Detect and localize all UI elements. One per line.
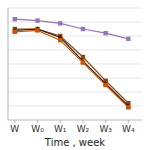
x-tick: [14, 120, 15, 123]
plot-area: [12, 17, 131, 110]
grid-line: [8, 78, 142, 79]
x-axis-line: [8, 120, 142, 121]
grid-line: [8, 92, 142, 93]
x-tick: [60, 120, 61, 123]
x-tick: [37, 120, 38, 123]
series-marker: [81, 27, 85, 31]
chart: W W₀ W₁ W₂ W₃ W₄ Time , week: [0, 0, 150, 150]
series-marker: [103, 31, 107, 35]
series-marker: [58, 38, 62, 42]
x-tick: [128, 120, 129, 123]
grid-line: [8, 22, 142, 23]
series-line: [15, 29, 129, 103]
y-axis-line: [8, 8, 9, 120]
series-marker: [126, 105, 130, 109]
x-tick-label: W₄: [122, 124, 135, 134]
x-tick-label: W₂: [77, 124, 90, 134]
series-line: [15, 30, 129, 107]
x-axis-label: Time , week: [44, 137, 105, 148]
series-marker: [81, 60, 85, 64]
series-marker: [58, 21, 62, 25]
grid-line: [8, 36, 142, 37]
series-marker: [35, 28, 39, 32]
grid-line: [8, 106, 142, 107]
series-marker: [35, 18, 39, 22]
x-tick: [105, 120, 106, 123]
x-tick: [82, 120, 83, 123]
series-marker: [103, 83, 107, 87]
x-tick-label: W: [10, 124, 19, 134]
x-tick-label: W₃: [99, 124, 112, 134]
x-tick-label: W₀: [31, 124, 44, 134]
series-marker: [81, 55, 85, 59]
series-marker: [13, 17, 17, 21]
grid-line: [8, 8, 142, 9]
series-line: [15, 29, 129, 106]
x-tick-label: W₁: [54, 124, 67, 134]
series-marker: [126, 37, 130, 41]
grid-line: [8, 64, 142, 65]
series-marker: [13, 30, 17, 34]
